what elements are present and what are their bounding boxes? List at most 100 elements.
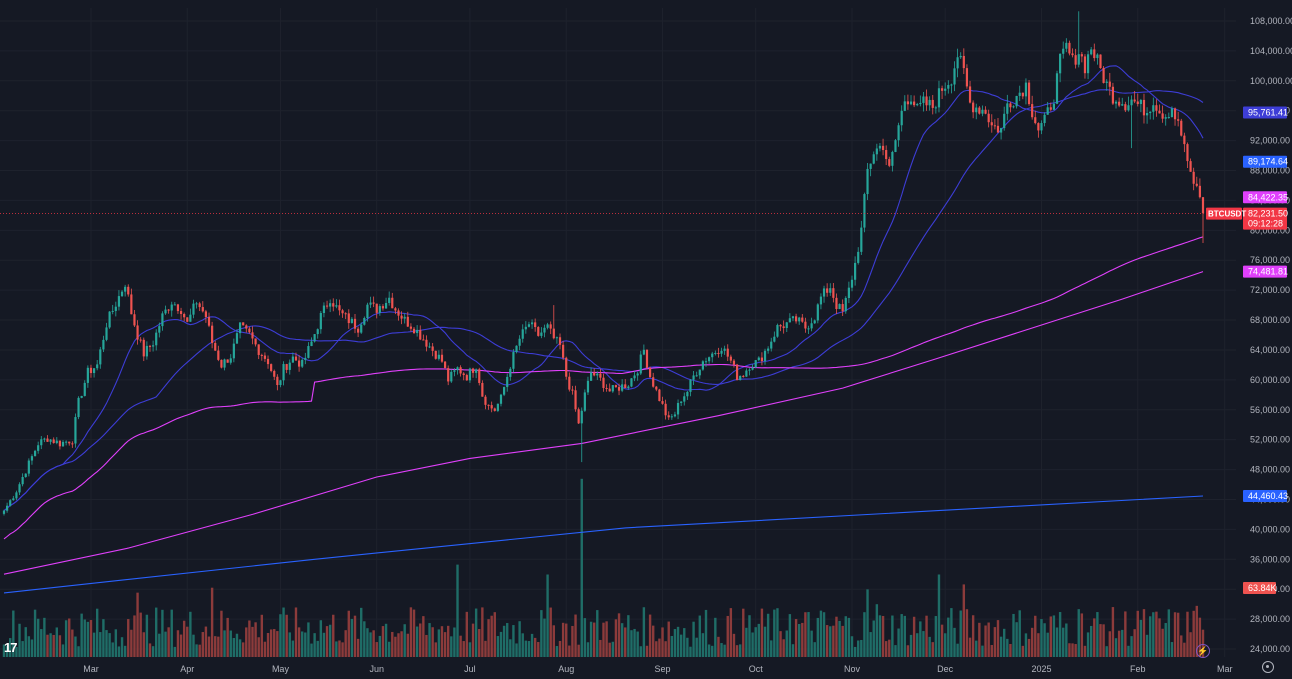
candle-body	[167, 309, 170, 311]
candle-body	[108, 311, 111, 328]
candle-body	[419, 329, 422, 340]
volume-bar	[179, 634, 183, 657]
candle-body	[499, 394, 503, 404]
volume-bar	[95, 608, 99, 657]
candle-body	[940, 88, 944, 91]
volume-bar	[686, 637, 689, 657]
volume-bar	[515, 643, 518, 657]
candle-body	[645, 349, 649, 368]
volume-bar	[347, 610, 350, 657]
volume-bar	[928, 636, 931, 657]
volume-bar	[825, 625, 829, 657]
candle-body	[565, 357, 568, 377]
candle-body	[931, 99, 934, 108]
candle-body	[273, 370, 276, 377]
candle-body	[546, 324, 549, 328]
candle-body	[164, 309, 167, 314]
settings-gear-icon[interactable]	[1262, 661, 1274, 673]
candle-body	[257, 344, 260, 355]
candle-body	[155, 332, 158, 346]
candle-body	[928, 99, 931, 106]
tradingview-logo-icon[interactable]: 17	[4, 640, 17, 655]
volume-bar	[214, 636, 217, 657]
volume-bar	[74, 636, 77, 657]
candle-body	[2, 510, 6, 514]
volume-bar	[409, 607, 413, 657]
candle-body	[568, 376, 571, 390]
candle-body	[813, 320, 816, 324]
volume-bar	[251, 626, 254, 657]
volume-bar	[425, 634, 428, 657]
volume-bar	[105, 630, 108, 657]
candle-body	[1105, 81, 1108, 83]
volume-bar	[950, 608, 953, 657]
candle-body	[1177, 119, 1180, 121]
candle-body	[757, 357, 760, 361]
volume-bar	[742, 608, 745, 657]
volume-bar	[55, 627, 59, 657]
volume-bar	[108, 633, 111, 657]
price-tick-label: 64,000.00	[1250, 345, 1290, 355]
volume-bar	[453, 627, 456, 657]
volume-bar	[614, 619, 618, 657]
replay-icon[interactable]: ⚡	[1196, 644, 1210, 658]
candle-body	[1142, 99, 1146, 116]
volume-bar	[164, 631, 167, 657]
volume-bar	[543, 618, 546, 657]
candle-body	[844, 297, 847, 312]
time-axis[interactable]: Mar Apr May Jun Jul Aug Sep Oct Nov Dec 2025 Feb Mar	[83, 664, 1232, 674]
volume-bar	[965, 609, 969, 657]
candle-body	[562, 344, 565, 358]
candle-body	[288, 362, 291, 370]
volume-bar	[332, 614, 335, 657]
volume-bar	[844, 616, 847, 657]
candle-body	[1065, 42, 1068, 49]
volume-bar	[782, 639, 785, 657]
candle-body	[1086, 54, 1090, 74]
volume-bar	[599, 639, 602, 657]
candle-body	[1074, 55, 1077, 65]
candle-body	[232, 343, 235, 359]
price-tick-label: 60,000.00	[1250, 375, 1290, 385]
volume-bar	[369, 632, 372, 657]
candle-body	[947, 85, 950, 89]
ma-line-ma200w	[3, 271, 1204, 575]
volume-bar	[711, 645, 714, 657]
candle-body	[397, 310, 400, 316]
ma-line-ma20	[3, 65, 1204, 512]
price-tick-label: 48,000.00	[1250, 465, 1290, 475]
candle-body	[43, 438, 46, 440]
price-tick-label: 108,000.00	[1250, 16, 1292, 26]
candle-body	[1167, 116, 1170, 118]
volume-bar	[232, 637, 236, 657]
volume-bar	[689, 646, 692, 657]
candle-body	[1055, 73, 1059, 104]
candle-body	[220, 359, 223, 368]
volume-bar	[297, 627, 301, 657]
candle-body	[313, 334, 316, 342]
volume-bar	[934, 616, 938, 657]
volume-bar	[1080, 613, 1084, 657]
volume-bar	[1121, 629, 1124, 657]
volume-bar	[1133, 629, 1136, 657]
candle-body	[729, 356, 732, 361]
volume-bar	[627, 615, 630, 657]
candle-body	[708, 357, 711, 362]
volume-bar	[114, 629, 118, 657]
candle-body	[909, 101, 913, 105]
volume-bar	[661, 627, 664, 657]
candle-body	[1195, 183, 1198, 186]
candle-body	[503, 387, 506, 395]
candle-body	[1189, 161, 1192, 172]
candle-body	[158, 326, 161, 333]
time-tick-label: May	[272, 664, 290, 674]
candle-body	[1015, 95, 1018, 107]
volume-bar	[717, 636, 720, 657]
volume-bar	[658, 638, 661, 657]
ma-line-ma50	[3, 89, 1204, 512]
candle-body	[68, 441, 71, 444]
volume-bar	[400, 631, 403, 657]
volume-bar	[1189, 632, 1192, 657]
symbol-tag-bg	[1206, 207, 1242, 220]
